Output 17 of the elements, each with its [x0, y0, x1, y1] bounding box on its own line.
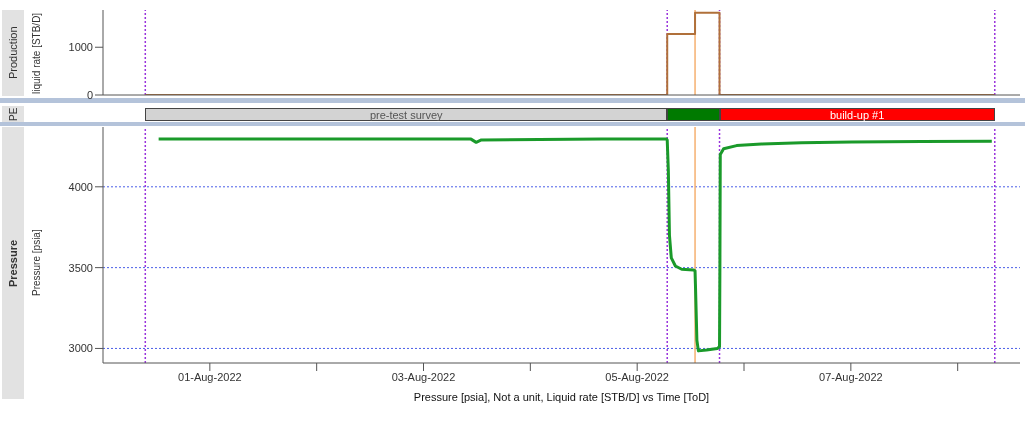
text: Production	[2, 10, 24, 96]
x-tick-label: 01-Aug-2022	[178, 370, 242, 383]
y-tick-label: 0	[86, 88, 93, 101]
text: build-up #1	[829, 108, 885, 121]
x-tick-label: 07-Aug-2022	[819, 370, 883, 383]
y-axis-title: liquid rate [STB/D]	[29, 11, 43, 96]
x-tick-label: 05-Aug-2022	[605, 370, 669, 383]
text: PE	[2, 106, 24, 122]
x-axis-title: Pressure [psia], Not a unit, Liquid rate [STB/D] vs Time [ToD]	[413, 391, 710, 403]
y-axis-title: Pressure [psia]	[29, 228, 43, 299]
y-tick-label: 1000	[68, 41, 93, 54]
x-tick-label: 03-Aug-2022	[391, 370, 456, 383]
text: pre-test survey	[369, 108, 443, 121]
y-tick-label: 4000	[68, 180, 93, 193]
y-tick-label: 3500	[68, 261, 93, 274]
y-tick-label: 3000	[68, 342, 93, 355]
text: Pressure	[2, 127, 24, 399]
